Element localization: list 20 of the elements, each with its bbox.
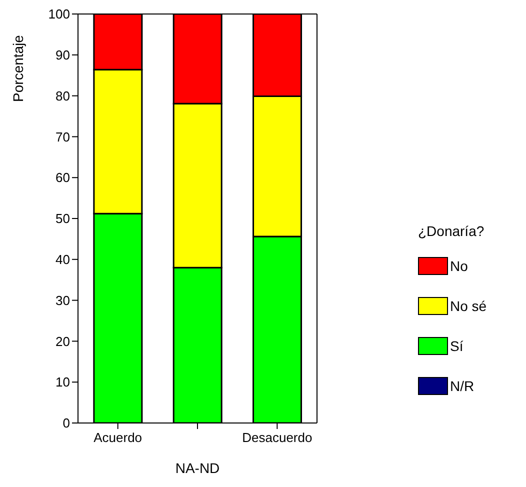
legend-label: No — [450, 258, 468, 274]
y-tick-label: 100 — [48, 6, 70, 22]
y-tick-label: 60 — [56, 170, 70, 186]
x-tick-label: Acuerdo — [94, 430, 142, 446]
y-tick-label: 50 — [56, 211, 70, 226]
y-tick-label: 30 — [56, 292, 70, 308]
y-tick-label: 90 — [56, 48, 70, 63]
x-tick-label: Desacuerdo — [242, 430, 312, 446]
y-tick-label: 40 — [56, 252, 70, 268]
legend-label: No sé — [450, 298, 487, 314]
y-tick-label: 0 — [62, 416, 70, 431]
x-axis-title: NA-ND — [175, 460, 220, 476]
y-axis-title: Porcentaje — [10, 34, 26, 102]
y-tick-label: 80 — [56, 88, 70, 104]
y-tick-label: 70 — [56, 129, 70, 144]
legend-label: N/R — [450, 378, 474, 394]
y-tick-label: 20 — [56, 334, 70, 349]
y-tick-label: 10 — [56, 374, 70, 390]
legend-title: ¿Donaría? — [418, 223, 486, 239]
legend-label: Sí — [450, 338, 464, 354]
